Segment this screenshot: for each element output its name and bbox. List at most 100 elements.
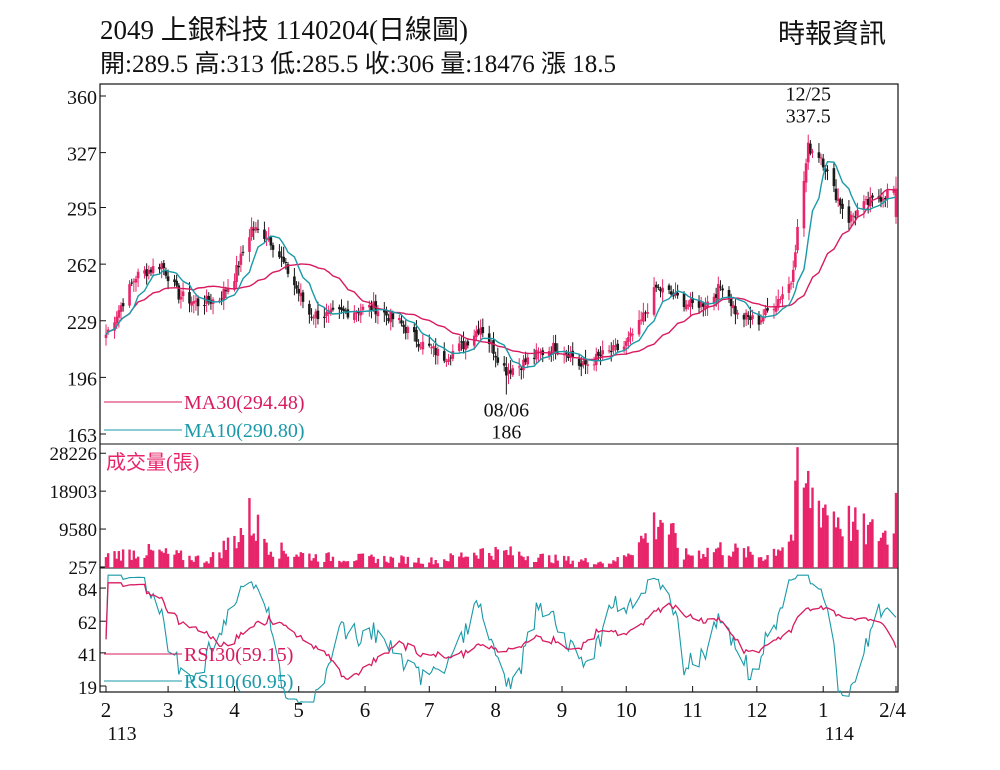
ma30-legend-label: MA30(294.48) [184,392,305,414]
candle-body [143,270,146,274]
candle-body [646,312,649,314]
candle-body [147,270,151,274]
candle-body [586,364,590,366]
candle-body [689,299,692,308]
volume-bar [308,553,311,568]
volume-bar [449,553,452,568]
candle-body [849,214,853,222]
volume-bar [582,560,585,568]
volume-bar [151,550,155,568]
candle-body [331,307,335,310]
high-date-label: 12/25 [785,84,831,106]
candle-body [222,288,226,301]
volume-bar [625,556,628,568]
volume-bar [113,551,116,568]
candle-body [368,304,371,308]
volume-bar [702,554,705,568]
candle-body [372,301,375,308]
volume-bar [284,553,288,568]
volume-bar [115,558,118,568]
volume-bar [804,483,808,568]
candle-body [642,312,645,322]
x-tick-label: 5 [293,698,304,722]
candle-body [637,320,641,335]
candle-body [282,256,285,262]
candle-body [419,347,423,349]
candle-body [385,311,388,316]
volume-bar [699,558,703,568]
volume-bar [342,560,345,568]
candle-body [819,157,823,159]
volume-bar [194,556,198,568]
volume-bar [132,550,136,568]
candle-body [746,315,750,317]
candle-body [376,311,380,317]
candle-body [280,256,283,258]
volume-bar [130,559,133,568]
volume-bar [314,554,318,568]
candle-body [614,345,617,347]
candle-body [342,308,345,311]
volume-bar [162,552,166,568]
candle-body [817,152,821,158]
volume-bar [286,556,290,568]
volume-bar [655,539,658,568]
candle-body [794,252,797,268]
candle-body [113,322,116,331]
volume-bar [368,556,371,568]
volume-bar [323,561,326,568]
volume-bar [822,507,825,568]
price-tick-label: 196 [67,368,97,390]
volume-bar [672,522,675,568]
candle-body [254,227,258,231]
volume-bar [580,559,583,568]
volume-bar [458,556,461,568]
volume-bar [432,564,435,568]
volume-bar [736,547,739,568]
volume-bar [569,563,572,568]
candle-body [190,301,193,306]
volume-bar [344,561,347,568]
candle-body [432,346,435,349]
candle-body [316,310,320,320]
candle-body [796,226,799,251]
volume-bar [719,542,722,568]
volume-bar [415,562,418,568]
candle-body [457,343,461,351]
candle-body [421,341,425,350]
volume-bar [488,552,491,568]
volume-bar [385,561,388,568]
candle-body [233,281,236,290]
rsi-panel: RSI30(59.15) RSI10(60.95) [100,574,897,705]
rsi30-legend-label: RSI30(59.15) [184,644,293,666]
candle-body [507,370,510,375]
volume-bar [824,504,827,568]
candle-body [115,316,119,324]
candle-body [552,342,555,354]
candle-body [314,311,318,318]
volume-bar [134,558,138,568]
candle-body [181,291,185,297]
volume-bar [826,515,829,568]
volume-bar [205,561,208,568]
volume-bar [537,557,540,568]
volume-bar [794,480,797,568]
candle-body [766,308,769,311]
candle-body [789,283,793,285]
candle-body [462,341,465,350]
candle-body [597,351,600,356]
volume-bar [312,558,315,568]
candle-body [286,264,290,274]
candle-body [241,251,245,253]
volume-bar [164,548,168,568]
candle-body [436,349,440,356]
volume-bar [592,564,596,568]
volume-bar [866,524,870,568]
volume-bar [447,561,450,568]
candle-body [404,326,408,334]
volume-bar [209,557,213,568]
candle-body [477,329,480,334]
candle-body [299,292,303,297]
volume-bar [436,563,440,568]
candle-body [571,350,575,357]
